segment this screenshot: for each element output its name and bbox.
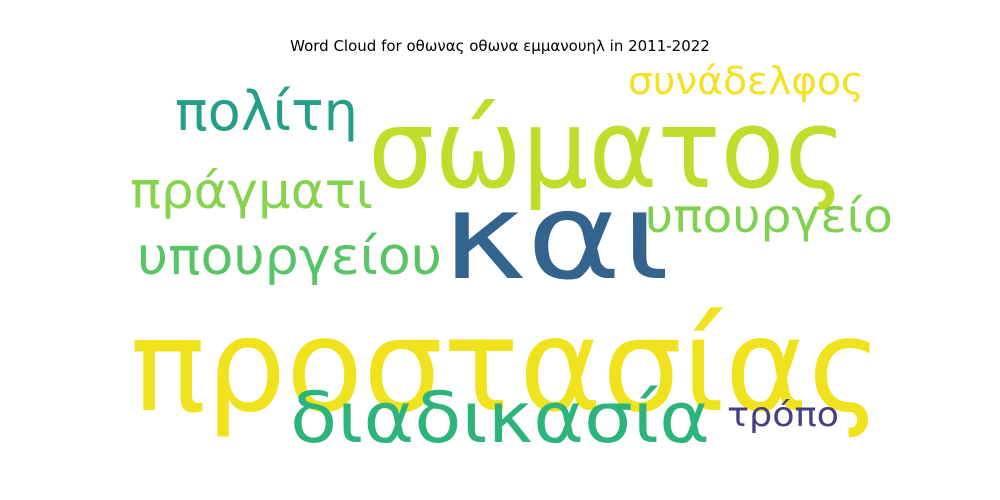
word-4: διαδικασία [290, 377, 710, 459]
word-7: πολίτη [175, 80, 358, 143]
word-5: υπουργείου [137, 227, 442, 287]
word-9: συνάδελφος [628, 59, 864, 103]
word-6: πράγματι [130, 162, 373, 220]
word-10: τρόπο [727, 395, 839, 435]
word-1: προστασίας [130, 292, 882, 441]
word-2: και [442, 168, 670, 307]
word-3: σώματος [368, 85, 846, 213]
chart-title: Word Cloud for οθωνας οθωνα εμμανουηλ in… [290, 37, 710, 55]
word-8: υπουργείο [645, 189, 893, 243]
